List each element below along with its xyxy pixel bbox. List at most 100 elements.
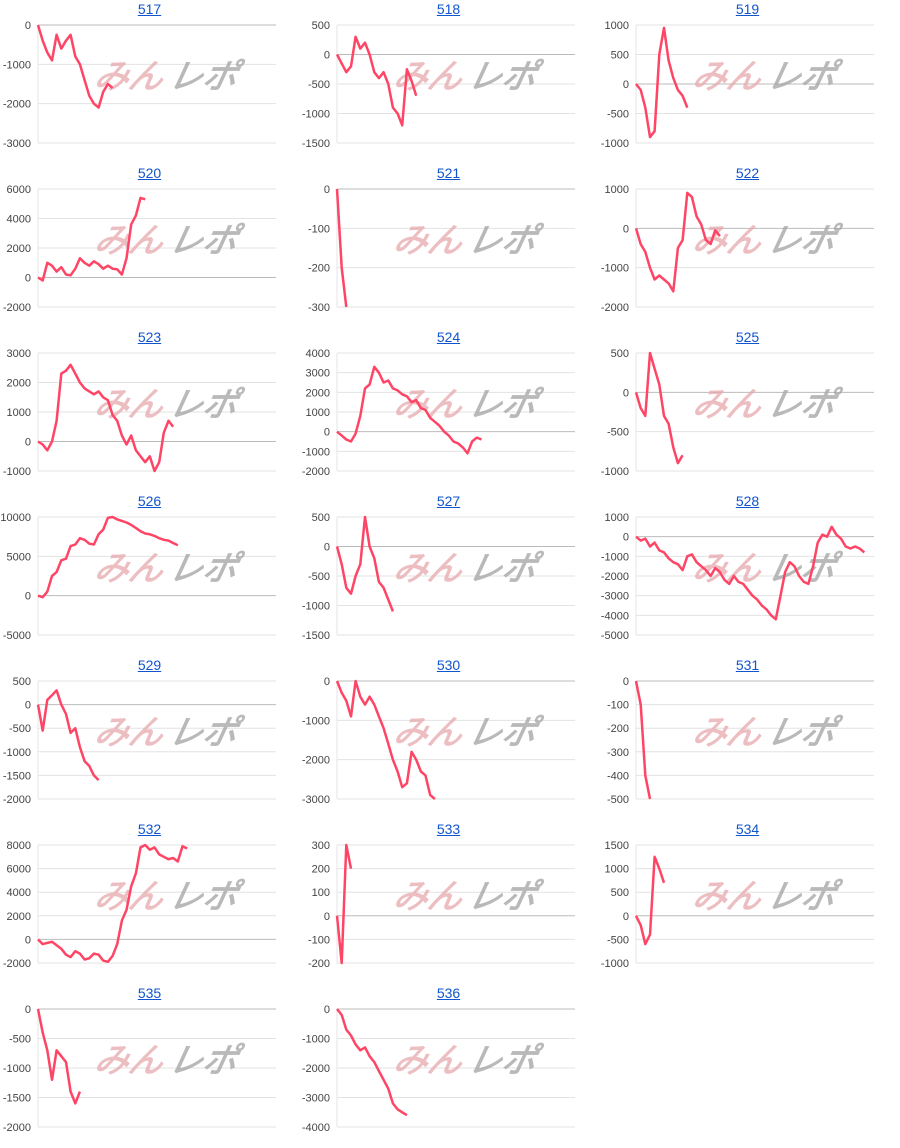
- svg-text:みん: みん: [390, 221, 468, 261]
- chart-title-link[interactable]: 517: [137, 1, 162, 17]
- y-tick-label: 500: [13, 676, 31, 688]
- y-tick-label: -1000: [302, 446, 330, 458]
- chart-title-link[interactable]: 522: [735, 165, 760, 181]
- y-tick-label: 0: [623, 532, 629, 544]
- svg-text:レポ: レポ: [165, 877, 247, 917]
- y-tick-label: 4000: [7, 214, 31, 226]
- chart-title-link[interactable]: 531: [735, 657, 760, 673]
- chart-title-link[interactable]: 530: [436, 657, 461, 673]
- chart-title-link[interactable]: 536: [436, 985, 461, 1001]
- y-tick-label: -200: [607, 723, 629, 735]
- chart-panel-531: 531 0 -100 -200 -300 -400 -500 みん レポ: [598, 656, 897, 820]
- y-tick-label: 200: [312, 864, 330, 876]
- svg-text:みん: みん: [390, 1041, 468, 1081]
- y-tick-label: -5000: [601, 630, 629, 642]
- y-tick-label: 1000: [605, 184, 629, 196]
- series-line: [634, 855, 666, 946]
- chart-title-link[interactable]: 521: [436, 165, 461, 181]
- y-tick-label: 1000: [306, 407, 330, 419]
- y-tick-label: -3000: [3, 138, 31, 150]
- y-tick-label: -2000: [3, 1122, 31, 1134]
- y-tick-label: 3000: [306, 368, 330, 380]
- chart-title-link[interactable]: 518: [436, 1, 461, 17]
- svg-text:レポ: レポ: [763, 877, 845, 917]
- series-line: [635, 525, 866, 621]
- chart-panel-526: 526 10000 5000 0 -5000 みん レポ: [0, 492, 299, 656]
- chart-title-link[interactable]: 535: [137, 985, 162, 1001]
- svg-text:レポ: レポ: [464, 1041, 546, 1081]
- chart-title-link[interactable]: 527: [436, 493, 461, 509]
- svg-text:レポ: レポ: [763, 713, 845, 753]
- series-line: [634, 191, 721, 293]
- y-tick-label: -1000: [3, 466, 31, 478]
- y-tick-label: 6000: [7, 864, 31, 876]
- chart-title-link[interactable]: 526: [137, 493, 162, 509]
- y-tick-label: -500: [308, 571, 330, 583]
- chart-panel-525: 525 500 0 -500 -1000 みん レポ: [598, 328, 897, 492]
- y-tick-label: -1500: [302, 630, 330, 642]
- y-tick-label: 2000: [7, 378, 31, 390]
- y-tick-label: 1000: [605, 864, 629, 876]
- svg-text:レポ: レポ: [165, 549, 247, 589]
- chart-panel-523: 523 3000 2000 1000 0 -1000 みん レポ: [0, 328, 299, 492]
- y-tick-label: -2000: [302, 1063, 330, 1075]
- chart-panel-520: 520 6000 4000 2000 0 -2000 みん レポ: [0, 164, 299, 328]
- y-tick-label: 4000: [306, 348, 330, 360]
- y-tick-label: 1500: [605, 840, 629, 852]
- svg-text:みん: みん: [91, 1041, 169, 1081]
- y-tick-label: -300: [607, 747, 629, 759]
- y-tick-label: -2000: [601, 302, 629, 314]
- series-line: [634, 351, 684, 465]
- y-tick-label: 1000: [605, 20, 629, 32]
- y-tick-label: -1000: [302, 601, 330, 613]
- chart-title-link[interactable]: 529: [137, 657, 162, 673]
- y-tick-label: -3000: [302, 794, 330, 806]
- y-tick-label: 0: [25, 437, 31, 449]
- chart-title-link[interactable]: 523: [137, 329, 162, 345]
- y-tick-label: 0: [25, 20, 31, 32]
- y-tick-label: 500: [611, 50, 629, 62]
- chart-title-link[interactable]: 532: [137, 821, 162, 837]
- y-tick-label: 1000: [7, 407, 31, 419]
- series-line: [335, 188, 348, 308]
- y-tick-label: 2000: [306, 387, 330, 399]
- chart-title-link[interactable]: 528: [735, 493, 760, 509]
- y-tick-label: -4000: [302, 1122, 330, 1134]
- y-tick-label: -500: [607, 427, 629, 439]
- chart-panel-535: 535 0 -500 -1000 -1500 -2000 みん レポ: [0, 984, 299, 1148]
- chart-title-link[interactable]: 533: [436, 821, 461, 837]
- chart-title-link[interactable]: 525: [735, 329, 760, 345]
- chart-title-link[interactable]: 534: [735, 821, 760, 837]
- chart-panel-530: 530 0 -1000 -2000 -3000 みん レポ: [299, 656, 598, 820]
- y-tick-label: -1000: [601, 466, 629, 478]
- chart-title-link[interactable]: 520: [137, 165, 162, 181]
- y-tick-label: -400: [607, 770, 629, 782]
- series-line: [634, 680, 652, 800]
- y-tick-label: -1000: [601, 138, 629, 150]
- chart-panel-529: 529 500 0 -500 -1000 -1500 -2000 みん レポ: [0, 656, 299, 820]
- chart-title-link[interactable]: 519: [735, 1, 760, 17]
- svg-text:レポ: レポ: [763, 221, 845, 261]
- y-tick-label: 0: [25, 934, 31, 946]
- chart-title-link[interactable]: 524: [436, 329, 461, 345]
- chart-panel-527: 527 500 0 -500 -1000 -1500 みん レポ: [299, 492, 598, 656]
- series-line: [336, 365, 482, 455]
- chart-panel-522: 522 1000 0 -1000 -2000 みん レポ: [598, 164, 897, 328]
- y-tick-label: -1000: [601, 551, 629, 563]
- svg-text:レポ: レポ: [763, 385, 845, 425]
- y-tick-label: 0: [324, 542, 330, 554]
- series-line: [335, 35, 418, 127]
- svg-text:レポ: レポ: [464, 57, 546, 97]
